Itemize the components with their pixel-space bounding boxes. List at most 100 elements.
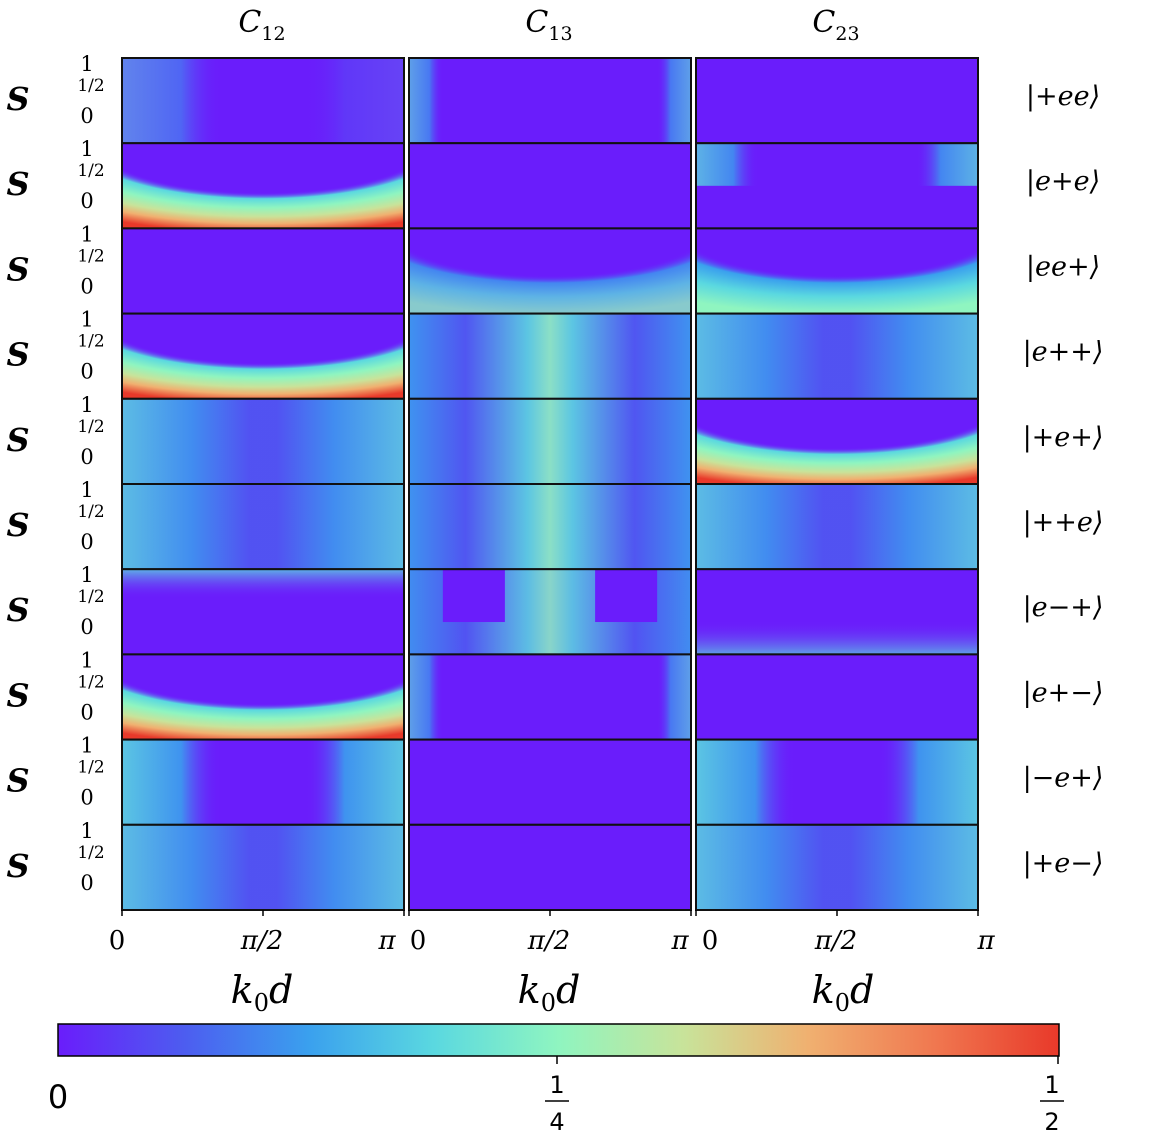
heatmap-side bbox=[122, 58, 221, 144]
heatmap-edge bbox=[409, 58, 443, 144]
heatmap-panel bbox=[695, 738, 979, 826]
x-axis: 0 π/2 π 0 π/2 π 0 π/2 π k0d k0d k0d bbox=[109, 910, 995, 1017]
heatmap-strip bbox=[122, 569, 404, 600]
y-tick-label: 1 bbox=[80, 222, 93, 246]
heatmap-background bbox=[409, 58, 691, 144]
heatmap-panel bbox=[121, 227, 405, 315]
heatmap-background bbox=[409, 739, 691, 825]
y-tick-label: 0 bbox=[80, 445, 93, 469]
heatmap-band bbox=[409, 398, 691, 484]
heatmap-side bbox=[696, 739, 795, 825]
y-tick-label: 1/2 bbox=[77, 76, 104, 96]
y-tick-label: 1/2 bbox=[77, 417, 104, 437]
y-tick-label: 0 bbox=[80, 615, 93, 639]
state-label: |+ee⟩ bbox=[1026, 81, 1100, 112]
heatmap-bowl bbox=[696, 398, 978, 484]
state-label: |e+−⟩ bbox=[1023, 677, 1104, 708]
y-tick-label: 1/2 bbox=[77, 161, 104, 181]
heatmap-panel bbox=[121, 57, 405, 145]
y-axis-label: S bbox=[6, 80, 29, 118]
heatmap-mid bbox=[696, 824, 978, 910]
y-axis-label: S bbox=[6, 165, 29, 203]
y-tick-label: 1 bbox=[80, 563, 93, 587]
y-axis-label: S bbox=[6, 762, 29, 800]
heatmap-hole bbox=[442, 569, 505, 623]
heatmap-hole bbox=[595, 569, 658, 623]
x-tick-label: π bbox=[377, 926, 396, 956]
state-label: |ee+⟩ bbox=[1026, 251, 1100, 282]
heatmap-panel bbox=[408, 483, 692, 571]
heatmap-edge bbox=[409, 654, 443, 740]
y-tick-label: 0 bbox=[80, 274, 93, 298]
heatmap-panel bbox=[408, 57, 692, 145]
heatmap-mid bbox=[696, 313, 978, 399]
y-tick-label: 1 bbox=[80, 819, 93, 843]
x-tick-label: π/2 bbox=[240, 926, 283, 956]
state-label: |e−+⟩ bbox=[1023, 592, 1104, 623]
y-axis-label: S bbox=[6, 676, 29, 714]
column-header: C12 bbox=[238, 5, 285, 45]
y-axis-label: S bbox=[6, 336, 29, 374]
heatmap-background bbox=[696, 654, 978, 740]
x-tick-label: 0 bbox=[410, 926, 427, 956]
heatmap-panel bbox=[695, 653, 979, 741]
heatmap-panel bbox=[695, 312, 979, 400]
y-tick-label: 1/2 bbox=[77, 587, 104, 607]
y-axis-label: S bbox=[6, 250, 29, 288]
colorbar-tick-label: 1 bbox=[1044, 1071, 1059, 1099]
heatmap-panel bbox=[121, 823, 405, 911]
y-tick-label: 1 bbox=[80, 478, 93, 502]
heatmap-panel bbox=[121, 312, 405, 400]
heatmap-panel bbox=[695, 227, 979, 315]
heatmap-bowl bbox=[696, 228, 978, 314]
state-label: |+e+⟩ bbox=[1023, 422, 1104, 453]
y-tick-label: 1 bbox=[80, 308, 93, 332]
colorbar-tick-label: 2 bbox=[1044, 1108, 1059, 1136]
heatmap-corner bbox=[696, 143, 759, 186]
y-tick-label: 0 bbox=[80, 360, 93, 384]
heatmap-panel bbox=[408, 312, 692, 400]
heatmap-panel bbox=[121, 483, 405, 571]
state-label: |e+e⟩ bbox=[1026, 166, 1100, 197]
state-label: |+e−⟩ bbox=[1023, 848, 1104, 879]
heatmap-side bbox=[305, 58, 404, 144]
heatmap-bowl bbox=[122, 313, 404, 399]
heatmap-background bbox=[122, 228, 404, 314]
heatmap-mid bbox=[696, 484, 978, 570]
x-tick-label: π bbox=[976, 926, 995, 956]
y-axis-label: S bbox=[6, 506, 29, 544]
heatmap-panels bbox=[121, 57, 979, 911]
heatmap-background bbox=[409, 654, 691, 740]
heatmap-edge bbox=[657, 654, 691, 740]
y-tick-label: 1 bbox=[80, 137, 93, 161]
heatmap-panel bbox=[695, 397, 979, 485]
y-tick-label: 1/2 bbox=[77, 332, 104, 352]
heatmap-panel bbox=[121, 142, 405, 230]
state-labels: |+ee⟩ |e+e⟩ |ee+⟩ |e++⟩ |+e+⟩ |++e⟩ |e−+⟩ |e+−⟩… bbox=[1023, 81, 1104, 879]
heatmap-panel bbox=[121, 568, 405, 656]
y-tick-label: 0 bbox=[80, 189, 93, 213]
column-header: C23 bbox=[812, 5, 859, 45]
heatmap-band bbox=[409, 484, 691, 570]
y-axis-label: S bbox=[6, 847, 29, 885]
x-tick-label: 0 bbox=[702, 926, 719, 956]
y-tick-label: 1 bbox=[80, 393, 93, 417]
colorbar-tick-label: 0 bbox=[48, 1078, 68, 1116]
colorbar-bar bbox=[57, 1023, 1060, 1057]
y-tick-label: 0 bbox=[80, 871, 93, 895]
heatmap-mid bbox=[122, 398, 404, 484]
x-axis-label: k0d bbox=[518, 968, 581, 1017]
heatmap-side bbox=[305, 739, 404, 825]
colorbar-tick-label: 1 bbox=[549, 1071, 564, 1099]
heatmap-edge bbox=[657, 58, 691, 144]
x-axis-label: k0d bbox=[231, 968, 294, 1017]
x-axis-label: k0d bbox=[812, 968, 875, 1017]
heatmap-panel bbox=[695, 568, 979, 656]
y-tick-label: 0 bbox=[80, 530, 93, 554]
x-tick-label: π bbox=[670, 926, 689, 956]
heatmap-panel bbox=[408, 823, 692, 911]
state-label: |−e+⟩ bbox=[1023, 763, 1104, 794]
heatmap-panel bbox=[121, 653, 405, 741]
heatmap-mid bbox=[122, 484, 404, 570]
heatmap-strip bbox=[696, 620, 978, 655]
